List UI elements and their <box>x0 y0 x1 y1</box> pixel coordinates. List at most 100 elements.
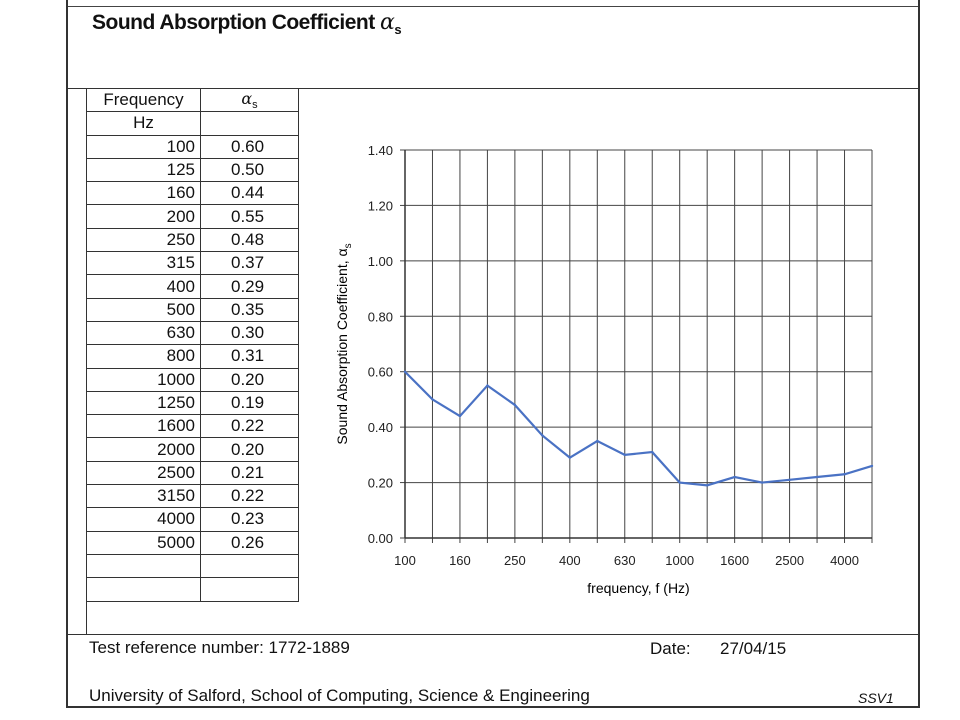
frequency-cell: 2000 <box>86 437 201 462</box>
frequency-cell: 2500 <box>86 460 201 486</box>
alpha-cell: 0.60 <box>200 134 299 159</box>
document-code: SSV1 <box>858 690 894 706</box>
data-point <box>651 450 654 454</box>
x-tick-label: 100 <box>394 553 416 568</box>
x-tick-label: 160 <box>449 553 471 568</box>
title-symbol-sub: s <box>394 22 402 38</box>
alpha-cell: 0.55 <box>200 204 299 229</box>
data-point <box>431 398 434 401</box>
frequency-cell: 1250 <box>86 390 201 416</box>
empty-cell <box>200 577 299 602</box>
table-row: 630 0.30 <box>86 320 299 346</box>
y-tick-label: 0.20 <box>368 476 393 491</box>
absorption-table: Frequency αs Hz 100 0.60 125 0.50 160 0.44 200… <box>86 87 299 602</box>
frequency-cell: 500 <box>86 297 201 322</box>
frequency-cell: 4000 <box>86 507 201 532</box>
absorption-chart: 0.00 0.20 0.40 0.60 0.80 1.00 1.20 1.40 100 160 2… <box>334 143 874 596</box>
data-point <box>733 475 736 479</box>
title-symbol: α <box>380 10 395 35</box>
y-tick-label: 0.00 <box>368 531 393 546</box>
data-point <box>705 484 709 487</box>
alpha-header-sub: s <box>252 99 258 112</box>
frequency-cell: 160 <box>86 181 201 206</box>
frequency-cell: 5000 <box>86 530 201 555</box>
data-point <box>458 414 462 418</box>
title-text: Sound Absorption Coefficient <box>92 11 375 34</box>
x-tick-label: 250 <box>504 553 526 568</box>
data-point <box>678 481 681 484</box>
frequency-cell: 100 <box>86 134 201 159</box>
table-row: 500 0.35 <box>86 297 299 322</box>
data-point <box>760 481 764 484</box>
y-axis: 0.00 0.20 0.40 0.60 0.80 1.00 1.20 1.40 <box>368 143 406 546</box>
x-axis-label: frequency, f (Hz) <box>587 580 689 596</box>
frequency-cell: 1600 <box>86 414 201 439</box>
x-tick-label: 2500 <box>775 553 804 568</box>
alpha-cell: 0.20 <box>200 367 299 392</box>
page-title: Sound Absorption Coefficient αs <box>92 10 402 38</box>
frequency-cell: 3150 <box>86 484 201 509</box>
x-tick-label: 1000 <box>665 553 694 568</box>
frequency-cell: 125 <box>86 157 201 183</box>
frequency-cell: 400 <box>86 274 201 299</box>
frequency-cell: 1000 <box>86 367 201 392</box>
empty-cell <box>86 553 201 579</box>
alpha-cell: 0.26 <box>200 530 299 555</box>
table-row: 1600 0.22 <box>86 414 299 439</box>
empty-cell <box>200 111 299 136</box>
table-row: 160 0.44 <box>86 181 299 206</box>
alpha-cell: 0.22 <box>200 484 299 509</box>
data-point <box>568 456 572 459</box>
alpha-cell: 0.22 <box>200 414 299 439</box>
title-divider <box>66 88 920 89</box>
y-axis-label-sub: s <box>343 243 354 248</box>
frequency-cell: 315 <box>86 251 201 276</box>
test-reference: Test reference number: 1772-1889 <box>89 638 350 657</box>
series-points <box>403 370 874 487</box>
alpha-cell: 0.20 <box>200 437 299 462</box>
x-tick-label: 630 <box>614 553 636 568</box>
institution-name: University of Salford, School of Computi… <box>89 686 590 705</box>
alpha-cell: 0.30 <box>200 320 299 346</box>
table-row: 5000 0.26 <box>86 530 299 555</box>
table-row: 400 0.29 <box>86 274 299 299</box>
table-row: 800 0.31 <box>86 344 299 369</box>
table-row: 315 0.37 <box>86 251 299 276</box>
table-row: 2500 0.21 <box>86 460 299 486</box>
series-line <box>404 370 873 487</box>
frequency-cell: 250 <box>86 227 201 253</box>
data-point <box>513 403 517 407</box>
frequency-cell: 800 <box>86 344 201 369</box>
data-point <box>541 434 544 437</box>
y-tick-label: 0.40 <box>368 420 393 435</box>
x-tick-label: 400 <box>559 553 581 568</box>
alpha-header: αs <box>200 87 299 113</box>
alpha-cell: 0.29 <box>200 274 299 299</box>
alpha-cell: 0.35 <box>200 297 299 322</box>
frequency-header: Frequency <box>86 87 201 113</box>
empty-cell <box>200 553 299 579</box>
alpha-cell: 0.21 <box>200 460 299 486</box>
data-point <box>403 370 407 373</box>
alpha-cell: 0.50 <box>200 157 299 183</box>
data-point <box>596 439 599 443</box>
frequency-cell: 200 <box>86 204 201 229</box>
alpha-cell: 0.23 <box>200 507 299 532</box>
alpha-cell: 0.44 <box>200 181 299 206</box>
table-row: 4000 0.23 <box>86 507 299 532</box>
data-point <box>623 453 626 457</box>
date-label: Date: <box>650 639 691 658</box>
chart-grid <box>404 149 873 539</box>
y-tick-label: 1.40 <box>368 143 393 158</box>
alpha-cell: 0.48 <box>200 227 299 253</box>
frequency-unit: Hz <box>86 111 201 136</box>
y-tick-label: 1.20 <box>368 198 393 213</box>
alpha-cell: 0.19 <box>200 390 299 416</box>
alpha-header-symbol: α <box>241 89 253 109</box>
report-sheet <box>66 0 920 708</box>
table-row: 125 0.50 <box>86 157 299 183</box>
top-border <box>66 6 920 7</box>
empty-row <box>86 577 299 602</box>
x-tick-label: 1600 <box>720 553 749 568</box>
table-row: 200 0.55 <box>86 204 299 229</box>
